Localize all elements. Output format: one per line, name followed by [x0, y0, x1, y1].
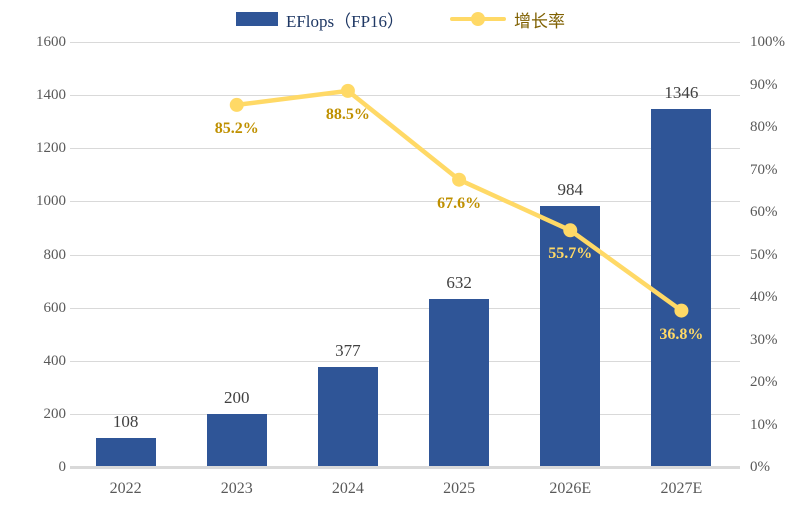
left-axis-tick: 800 — [43, 246, 67, 263]
right-axis-tick: 90% — [750, 76, 778, 93]
left-axis-tick: 1000 — [36, 193, 66, 210]
gridline — [70, 201, 740, 203]
growth-rate-label: 85.2% — [214, 119, 259, 137]
gridline — [70, 360, 740, 362]
gridline — [70, 307, 740, 309]
bar-value-label: 108 — [112, 412, 139, 432]
left-axis-tick: 200 — [43, 405, 67, 422]
x-axis-category: 2026E — [549, 480, 592, 497]
left-axis-tick: 1400 — [36, 87, 66, 104]
right-axis-tick: 80% — [750, 119, 778, 135]
line-series-swatch-icon — [450, 12, 507, 26]
line-marker — [563, 223, 578, 238]
bar-value-label: 377 — [335, 340, 361, 360]
growth-rate-label: 55.7% — [548, 245, 593, 263]
line-marker — [452, 172, 467, 187]
left-axis-tick: 600 — [43, 299, 67, 316]
gridline — [70, 148, 740, 150]
bar-value-label: 632 — [446, 273, 472, 293]
right-axis-tick: 100% — [750, 34, 785, 50]
bar-2026E — [540, 205, 601, 466]
left-axis-tick: 0 — [58, 459, 67, 475]
legend-item-growth-rate: 增长率 — [450, 7, 565, 32]
right-axis-tick: 40% — [750, 289, 778, 305]
bar-value-label: 1346 — [664, 83, 699, 103]
legend-item-eflops: EFlops（FP16） — [235, 7, 405, 32]
line-marker — [340, 83, 355, 98]
line-marker — [674, 303, 689, 318]
left-axis-tick: 1200 — [36, 140, 66, 157]
right-axis-tick: 10% — [750, 416, 778, 433]
right-axis-tick: 50% — [750, 246, 778, 263]
right-axis-tick: 0% — [750, 459, 770, 475]
gridline — [70, 95, 740, 97]
x-axis-line — [70, 466, 740, 469]
gridline — [70, 413, 740, 415]
left-axis-tick: 1600 — [36, 34, 66, 50]
right-axis-tick: 60% — [750, 204, 778, 220]
growth-rate-label: 67.6% — [437, 194, 482, 212]
bar-2022 — [95, 438, 156, 466]
growth-rate-label: 88.5% — [325, 105, 370, 123]
x-axis-category: 2025 — [443, 480, 476, 497]
bar-2027E — [651, 109, 712, 466]
left-axis-tick: 400 — [43, 352, 67, 369]
right-axis-tick: 30% — [750, 331, 778, 348]
line-marker — [229, 97, 244, 112]
x-axis-category: 2022 — [109, 480, 142, 497]
x-axis-category: 2027E — [660, 480, 703, 497]
bar-value-label: 200 — [224, 387, 250, 407]
right-axis-tick: 20% — [750, 374, 778, 390]
gridline — [70, 254, 740, 256]
right-axis-tick: 70% — [750, 161, 778, 178]
gridline — [70, 42, 740, 43]
bar-series-swatch-icon — [235, 12, 278, 26]
legend-label-eflops: EFlops（FP16） — [285, 11, 405, 31]
bar-2024 — [317, 366, 378, 466]
bar-value-label: 984 — [557, 179, 584, 199]
bar-2025 — [429, 299, 490, 466]
x-axis-category: 2024 — [331, 480, 364, 497]
growth-rate-label: 36.8% — [659, 325, 704, 343]
x-axis-category: 2023 — [220, 480, 253, 497]
bar-2023 — [206, 413, 267, 466]
legend-label-growth-rate: 增长率 — [514, 11, 566, 31]
chart-legend: EFlops（FP16） 增长率 — [0, 6, 801, 32]
